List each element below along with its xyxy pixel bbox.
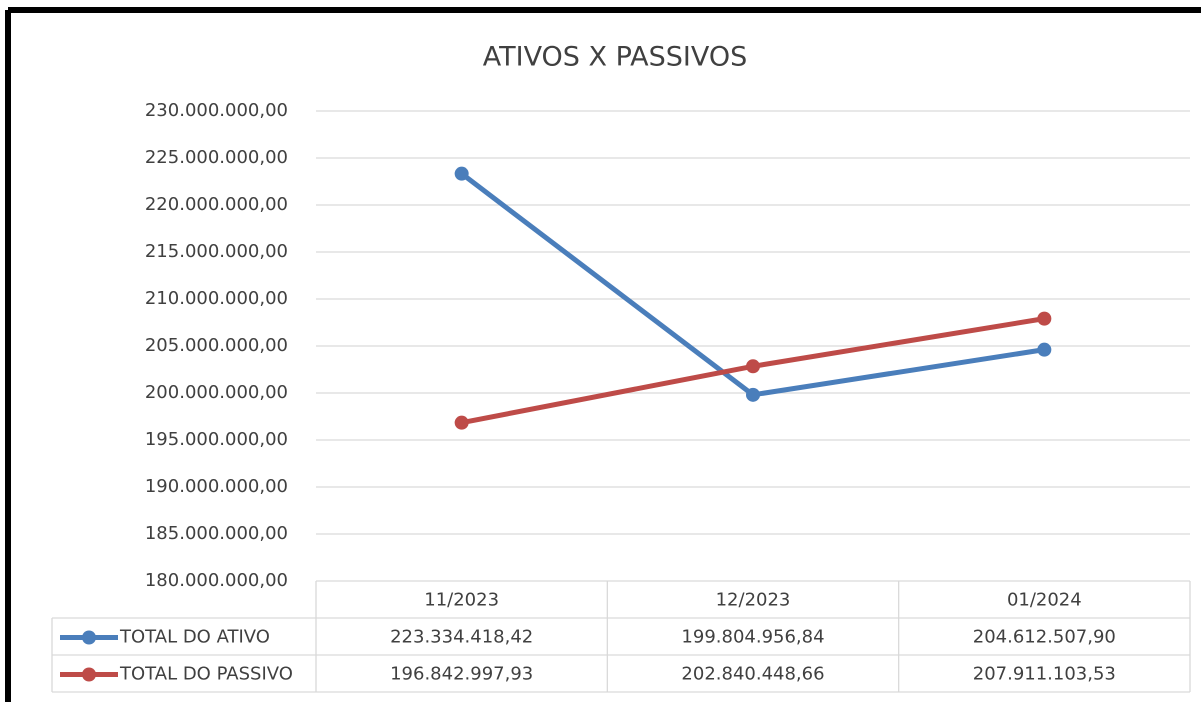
legend-label: TOTAL DO ATIVO <box>119 627 270 648</box>
y-tick-label: 225.000.000,00 <box>145 147 288 168</box>
table-value: 223.334.418,42 <box>390 627 533 648</box>
table-value: 204.612.507,90 <box>973 627 1116 648</box>
legend-marker <box>82 667 96 682</box>
point <box>746 359 760 374</box>
table-value: 207.911.103,53 <box>973 664 1116 685</box>
point <box>1037 311 1052 326</box>
table-value: 199.804.956,84 <box>681 627 824 648</box>
y-tick-label: 230.000.000,00 <box>145 100 288 121</box>
legend-label: TOTAL DO PASSIVO <box>119 664 293 685</box>
point <box>746 387 760 402</box>
y-tick-label: 205.000.000,00 <box>145 335 288 356</box>
table-value: 196.842.997,93 <box>390 664 533 685</box>
table-value: 202.840.448,66 <box>681 664 824 685</box>
x-tick-label: 11/2023 <box>424 590 499 611</box>
y-tick-label: 215.000.000,00 <box>145 241 288 262</box>
y-tick-label: 200.000.000,00 <box>145 382 288 403</box>
y-tick-label: 210.000.000,00 <box>145 288 288 309</box>
y-tick-label: 180.000.000,00 <box>145 570 288 591</box>
legend-marker <box>82 630 96 645</box>
x-tick-label: 12/2023 <box>716 590 791 611</box>
y-tick-label: 195.000.000,00 <box>145 429 288 450</box>
y-tick-label: 185.000.000,00 <box>145 523 288 544</box>
point <box>454 166 469 181</box>
point <box>1037 342 1052 357</box>
chart-title: ATIVOS X PASSIVOS <box>483 42 748 73</box>
x-tick-label: 01/2024 <box>1007 590 1082 611</box>
y-tick-label: 190.000.000,00 <box>145 476 288 497</box>
y-tick-label: 220.000.000,00 <box>145 194 288 215</box>
point <box>454 415 469 430</box>
